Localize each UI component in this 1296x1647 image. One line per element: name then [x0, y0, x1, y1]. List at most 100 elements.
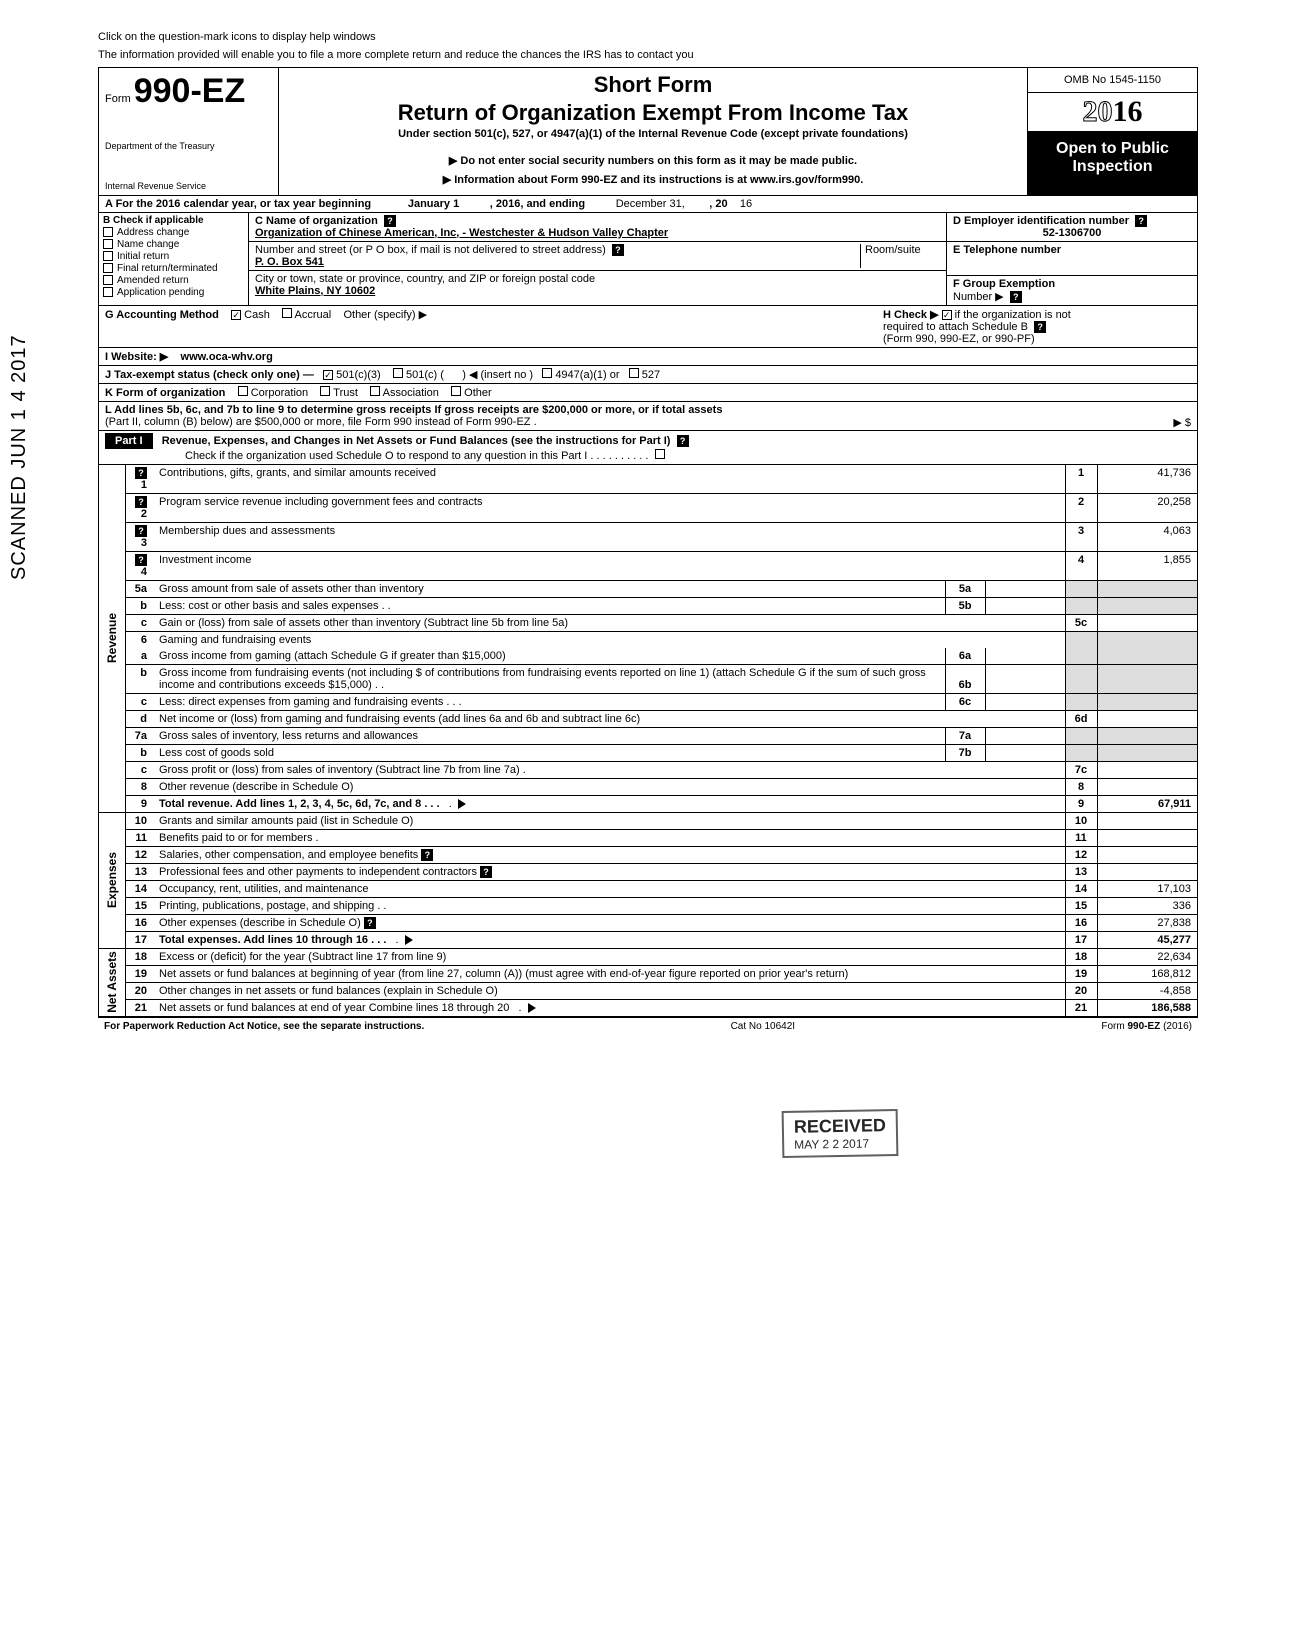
- help-icon[interactable]: ?: [384, 215, 396, 227]
- opt-4: Amended return: [117, 275, 189, 286]
- chk-501c[interactable]: [393, 368, 403, 378]
- chk-other[interactable]: [451, 386, 461, 396]
- help-icon[interactable]: ?: [135, 496, 147, 508]
- d5a: Gross amount from sale of assets other t…: [159, 583, 424, 595]
- help-icon[interactable]: ?: [135, 554, 147, 566]
- opt-5: Application pending: [117, 287, 204, 298]
- d17: Total expenses. Add lines 10 through 16 …: [159, 934, 386, 946]
- d2: Program service revenue including govern…: [159, 496, 482, 508]
- g-cash: Cash: [244, 309, 270, 321]
- n19: 19: [125, 965, 155, 982]
- footer-left: For Paperwork Reduction Act Notice, see …: [104, 1021, 424, 1032]
- chk-final[interactable]: [103, 263, 113, 273]
- arrow-icon: [458, 799, 466, 809]
- info-about: ▶ Information about Form 990-EZ and its …: [287, 173, 1019, 186]
- city-val: White Plains, NY 10602: [255, 285, 940, 297]
- d3: Membership dues and assessments: [159, 525, 335, 537]
- j-527: 527: [642, 369, 660, 381]
- chk-h[interactable]: [942, 310, 952, 320]
- e-label: E Telephone number: [953, 244, 1061, 256]
- help-line2: The information provided will enable you…: [98, 48, 1198, 62]
- help-icon[interactable]: ?: [1034, 321, 1046, 333]
- row-a-start: January 1: [408, 198, 459, 210]
- k-corp: Corporation: [251, 387, 308, 399]
- part1-label: Part I: [105, 433, 153, 449]
- help-icon[interactable]: ?: [1135, 215, 1147, 227]
- v3: 4,063: [1097, 522, 1197, 551]
- n5b: b: [125, 597, 155, 614]
- d19: Net assets or fund balances at beginning…: [159, 968, 848, 980]
- year-bold: 16: [1113, 95, 1143, 128]
- chk-amended[interactable]: [103, 275, 113, 285]
- n10: 10: [125, 812, 155, 829]
- chk-address[interactable]: [103, 227, 113, 237]
- row-a-end2: , 20: [709, 198, 727, 210]
- footer-right: Form 990-EZ (2016): [1101, 1021, 1192, 1032]
- help-icon[interactable]: ?: [1010, 291, 1022, 303]
- m6b: 6b: [945, 664, 985, 693]
- help-icon[interactable]: ?: [364, 917, 376, 929]
- help-icon[interactable]: ?: [135, 525, 147, 537]
- room-suite: Room/suite: [860, 244, 940, 268]
- chk-assoc[interactable]: [370, 386, 380, 396]
- part1-title: Revenue, Expenses, and Changes in Net As…: [162, 435, 671, 447]
- tax-year: 2016: [1028, 93, 1197, 132]
- received-stamp: RECEIVED MAY 2 2 2017: [782, 1109, 899, 1158]
- d13: Professional fees and other payments to …: [159, 866, 477, 878]
- chk-initial[interactable]: [103, 251, 113, 261]
- chk-501c3[interactable]: [323, 370, 333, 380]
- d9: Total revenue. Add lines 1, 2, 3, 4, 5c,…: [159, 798, 440, 810]
- opt-2: Initial return: [117, 251, 169, 262]
- n16: 16: [125, 914, 155, 931]
- street-val: P. O. Box 541: [255, 256, 860, 268]
- d5c: Gain or (loss) from sale of assets other…: [159, 617, 568, 629]
- d20: Other changes in net assets or fund bala…: [159, 985, 498, 997]
- h-text1: if the organization is not: [955, 309, 1071, 321]
- box16: 16: [1065, 914, 1097, 931]
- box21: 21: [1065, 999, 1097, 1016]
- g-other: Other (specify) ▶: [343, 309, 427, 321]
- chk-corp[interactable]: [238, 386, 248, 396]
- l-line1: L Add lines 5b, 6c, and 7b to line 9 to …: [105, 404, 722, 416]
- org-name: Organization of Chinese American, Inc, -…: [255, 227, 940, 239]
- chk-trust[interactable]: [320, 386, 330, 396]
- box6d: 6d: [1065, 710, 1097, 727]
- d15: Printing, publications, postage, and shi…: [159, 900, 386, 912]
- box20: 20: [1065, 982, 1097, 999]
- help-icon[interactable]: ?: [612, 244, 624, 256]
- n9: 9: [125, 795, 155, 812]
- n5c: c: [125, 614, 155, 631]
- chk-527[interactable]: [629, 368, 639, 378]
- chk-cash[interactable]: [231, 310, 241, 320]
- chk-pending[interactable]: [103, 287, 113, 297]
- d6c: Less: direct expenses from gaming and fu…: [159, 696, 462, 708]
- col-b: B Check if applicable Address change Nam…: [99, 213, 249, 305]
- chk-scho[interactable]: [655, 449, 665, 459]
- chk-name[interactable]: [103, 239, 113, 249]
- chk-accrual[interactable]: [282, 308, 292, 318]
- help-icon[interactable]: ?: [480, 866, 492, 878]
- n5a: 5a: [125, 580, 155, 597]
- d11: Benefits paid to or for members .: [159, 832, 319, 844]
- box15: 15: [1065, 897, 1097, 914]
- n7c: c: [125, 761, 155, 778]
- h-text3: (Form 990, 990-EZ, or 990-PF): [883, 333, 1035, 345]
- n18: 18: [125, 948, 155, 965]
- d1: Contributions, gifts, grants, and simila…: [159, 467, 436, 479]
- help-icon[interactable]: ?: [135, 467, 147, 479]
- help-icon[interactable]: ?: [421, 849, 433, 861]
- n8: 8: [125, 778, 155, 795]
- m5b: 5b: [945, 597, 985, 614]
- k-label: K Form of organization: [105, 387, 225, 399]
- m6a: 6a: [945, 648, 985, 665]
- n3: 3: [141, 537, 147, 549]
- chk-4947[interactable]: [542, 368, 552, 378]
- help-line1: Click on the question-mark icons to disp…: [98, 30, 1198, 44]
- help-icon[interactable]: ?: [677, 435, 689, 447]
- k-trust: Trust: [333, 387, 358, 399]
- scanned-stamp: SCANNED JUN 1 4 2017: [8, 334, 31, 580]
- v20: -4,858: [1097, 982, 1197, 999]
- v19: 168,812: [1097, 965, 1197, 982]
- header-left: Form 990-EZ Department of the Treasury I…: [99, 68, 279, 195]
- omb-number: OMB No 1545-1150: [1028, 68, 1197, 93]
